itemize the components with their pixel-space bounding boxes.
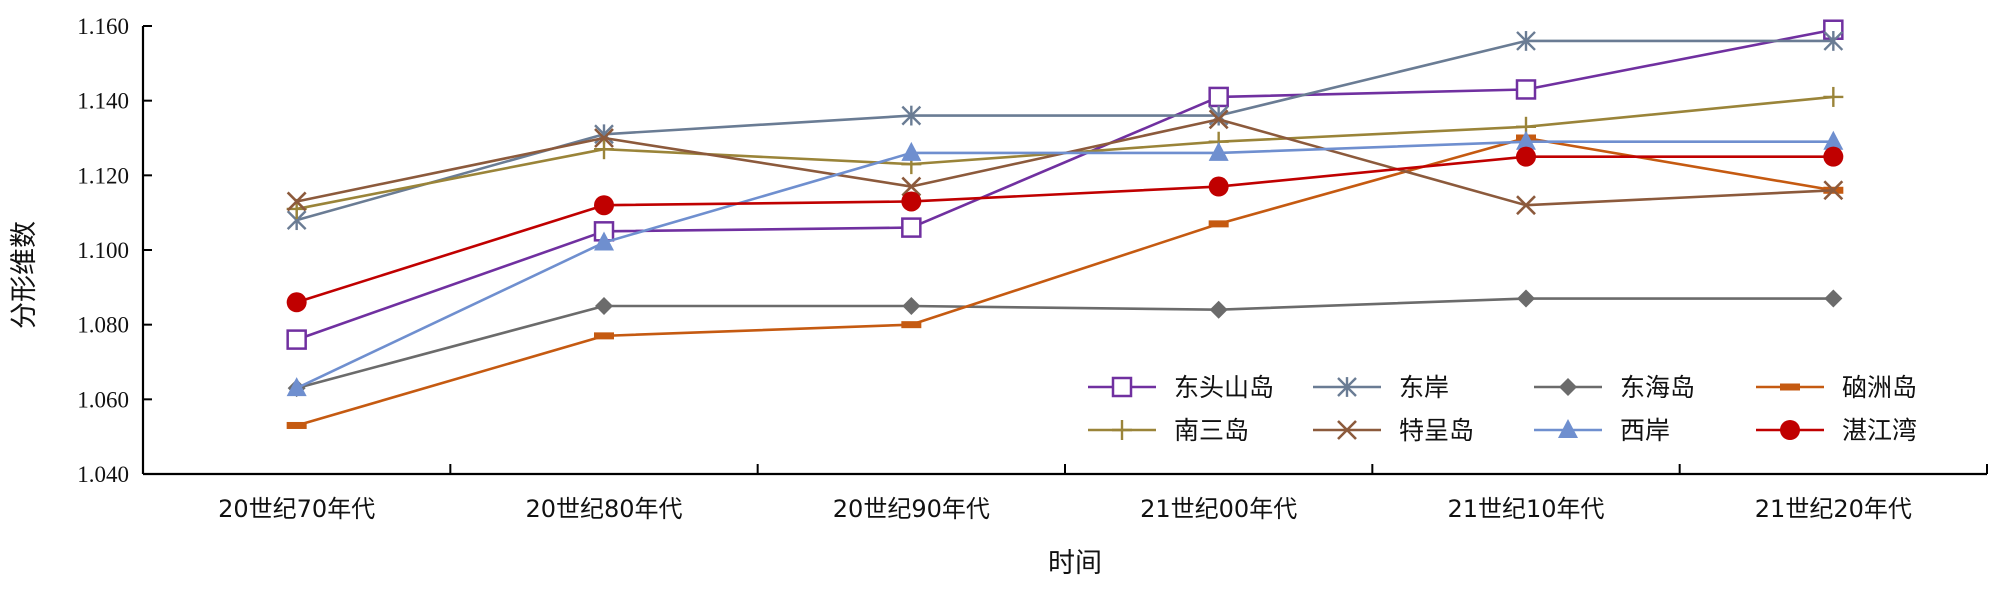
data-point xyxy=(1823,31,1844,51)
data-point xyxy=(1823,130,1844,150)
data-point xyxy=(1824,289,1843,308)
data-point xyxy=(594,332,614,340)
data-point xyxy=(286,329,307,350)
data-point xyxy=(1208,141,1229,161)
legend-label: 西岸 xyxy=(1620,416,1670,445)
legend-marker xyxy=(1337,377,1357,397)
legend-item: 东岸 xyxy=(1313,373,1449,402)
legend-item: 硇洲岛 xyxy=(1756,373,1917,402)
y-tick-label: 1.120 xyxy=(77,163,129,188)
series-8 xyxy=(286,146,1844,313)
data-point xyxy=(901,105,922,126)
legend-label: 硇洲岛 xyxy=(1842,373,1917,402)
legend-item: 东头山岛 xyxy=(1088,373,1274,402)
legend-marker xyxy=(1558,419,1578,438)
data-point xyxy=(594,139,614,160)
x-tick-label: 21世纪20年代 xyxy=(1755,495,1912,523)
series-layer xyxy=(286,19,1844,429)
x-tick-label: 21世纪00年代 xyxy=(1140,495,1297,523)
legend-label: 东海岛 xyxy=(1620,373,1695,402)
data-point xyxy=(902,297,921,315)
series-line xyxy=(296,28,1834,341)
legend-label: 特呈岛 xyxy=(1399,416,1474,445)
x-tick-label: 20世纪80年代 xyxy=(525,495,682,523)
legend-label: 南三岛 xyxy=(1174,416,1249,445)
series-line xyxy=(296,136,1834,427)
legend-marker xyxy=(1337,420,1357,440)
data-point xyxy=(286,292,307,313)
data-point xyxy=(1516,31,1536,51)
y-tick-label: 1.060 xyxy=(77,387,129,412)
data-point xyxy=(1823,146,1844,167)
legend-label: 东头山岛 xyxy=(1174,373,1274,402)
legend-item: 南三岛 xyxy=(1088,416,1249,445)
data-point xyxy=(1517,289,1535,308)
legend-marker xyxy=(1111,376,1133,398)
data-point xyxy=(594,195,614,216)
data-point xyxy=(286,377,307,397)
legend-marker xyxy=(1559,378,1577,396)
data-point xyxy=(1515,79,1537,100)
legend-item: 东海岛 xyxy=(1534,373,1695,402)
legend-marker xyxy=(1780,383,1800,391)
y-tick-label: 1.100 xyxy=(77,238,129,263)
legend-label: 湛江湾 xyxy=(1842,416,1917,445)
series-line xyxy=(296,297,1834,390)
data-point xyxy=(1208,176,1229,197)
data-point xyxy=(1516,146,1536,167)
series-7 xyxy=(286,130,1844,397)
data-point xyxy=(1209,300,1228,319)
data-point xyxy=(1516,130,1536,150)
y-tick-label: 1.040 xyxy=(77,462,129,487)
data-point xyxy=(595,297,613,315)
legend-label: 东岸 xyxy=(1399,373,1449,402)
series-line xyxy=(296,140,1834,390)
data-point xyxy=(286,191,307,212)
x-tick-label: 20世纪90年代 xyxy=(833,495,990,523)
data-point xyxy=(901,191,922,212)
data-point xyxy=(1208,86,1229,108)
x-tick-label: 20世纪70年代 xyxy=(218,495,375,523)
legend-marker xyxy=(1112,420,1132,440)
y-tick-label: 1.080 xyxy=(77,313,129,338)
x-axis-title: 时间 xyxy=(1048,548,1102,579)
data-point xyxy=(1823,180,1844,201)
data-point xyxy=(594,128,614,148)
data-point xyxy=(901,321,922,329)
data-point xyxy=(901,176,922,197)
legend-item: 特呈岛 xyxy=(1313,416,1474,445)
legend-item: 西岸 xyxy=(1534,416,1670,445)
data-point xyxy=(901,141,922,161)
data-point xyxy=(1208,220,1229,228)
x-tick-label: 21世纪10年代 xyxy=(1447,495,1604,523)
series-3 xyxy=(287,289,1843,398)
y-axis-title: 分形维数 xyxy=(9,221,40,329)
data-point xyxy=(1516,195,1536,216)
legend-item: 湛江湾 xyxy=(1756,416,1917,445)
y-tick-label: 1.140 xyxy=(77,89,129,114)
data-point xyxy=(1823,86,1844,107)
data-point xyxy=(286,421,307,429)
data-point xyxy=(901,217,922,238)
data-point xyxy=(594,231,614,251)
data-point xyxy=(1208,109,1229,130)
axes: 1.040 1.060 1.080 1.100 1.120 1.140 1.160 20世纪7… xyxy=(77,14,1988,523)
series-line xyxy=(296,155,1834,304)
y-tick-label: 1.160 xyxy=(77,14,129,39)
legend-marker xyxy=(1780,420,1800,440)
